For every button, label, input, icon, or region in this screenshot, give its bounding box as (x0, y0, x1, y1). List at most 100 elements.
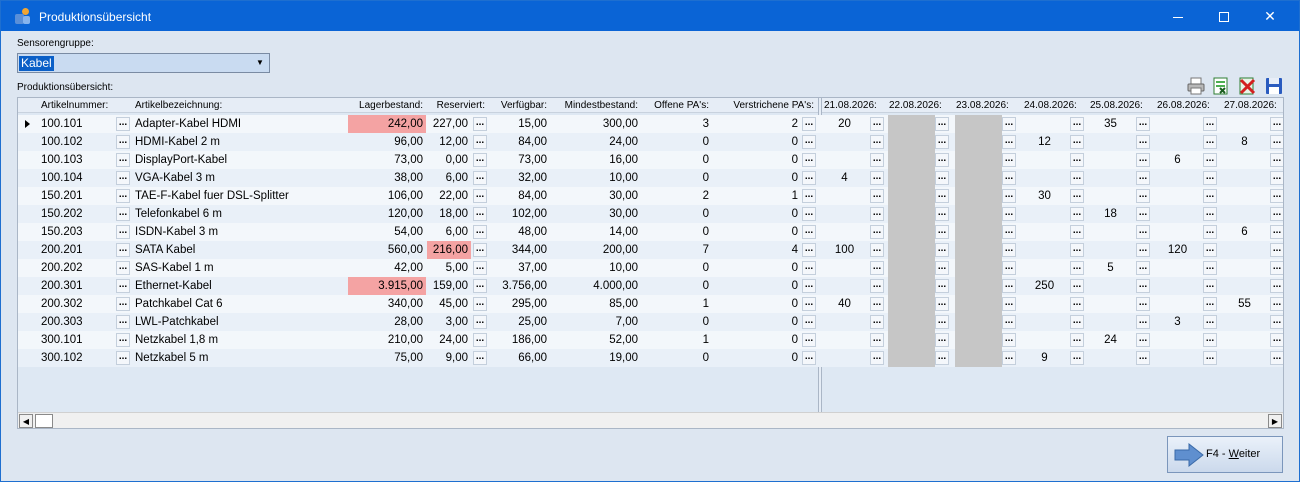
ellipsis-button[interactable]: ... (1070, 279, 1084, 293)
ellipsis-button[interactable]: ... (1002, 315, 1016, 329)
ellipsis-button[interactable]: ... (1270, 315, 1283, 329)
ellipsis-button[interactable]: ... (1203, 333, 1217, 347)
ellipsis-button[interactable]: ... (473, 351, 487, 365)
ellipsis-button[interactable]: ... (1070, 297, 1084, 311)
ellipsis-button[interactable]: ... (935, 279, 949, 293)
ellipsis-button[interactable]: ... (473, 117, 487, 131)
ellipsis-button[interactable]: ... (1203, 153, 1217, 167)
ellipsis-button[interactable]: ... (1070, 189, 1084, 203)
print-icon[interactable] (1187, 77, 1205, 95)
ellipsis-button[interactable]: ... (870, 261, 884, 275)
ellipsis-button[interactable]: ... (870, 153, 884, 167)
ellipsis-button[interactable]: ... (473, 261, 487, 275)
ellipsis-button[interactable]: ... (1203, 207, 1217, 221)
table-row[interactable]: 100.103... DisplayPort-Kabel 73,00 0,00... 7… (18, 151, 1283, 169)
ellipsis-button[interactable]: ... (1002, 279, 1016, 293)
ellipsis-button[interactable]: ... (1136, 117, 1150, 131)
ellipsis-button[interactable]: ... (935, 117, 949, 131)
ellipsis-button[interactable]: ... (802, 135, 816, 149)
ellipsis-button[interactable]: ... (1070, 333, 1084, 347)
ellipsis-button[interactable]: ... (116, 297, 130, 311)
ellipsis-button[interactable]: ... (802, 261, 816, 275)
ellipsis-button[interactable]: ... (802, 297, 816, 311)
table-row[interactable]: 150.202... Telefonkabel 6 m 120,00 18,00...… (18, 205, 1283, 223)
ellipsis-button[interactable]: ... (935, 153, 949, 167)
table-row[interactable]: 300.102... Netzkabel 5 m 75,00 9,00... 66,00… (18, 349, 1283, 367)
column-header[interactable]: Verfügbar: (500, 100, 547, 111)
table-row[interactable]: 200.201... SATA Kabel 560,00 216,00... 344,0… (18, 241, 1283, 259)
ellipsis-button[interactable]: ... (1203, 351, 1217, 365)
ellipsis-button[interactable]: ... (1070, 225, 1084, 239)
scroll-thumb[interactable] (35, 414, 53, 428)
ellipsis-button[interactable]: ... (802, 225, 816, 239)
ellipsis-button[interactable]: ... (473, 135, 487, 149)
ellipsis-button[interactable]: ... (473, 315, 487, 329)
ellipsis-button[interactable]: ... (1136, 351, 1150, 365)
ellipsis-button[interactable]: ... (802, 279, 816, 293)
ellipsis-button[interactable]: ... (1136, 261, 1150, 275)
ellipsis-button[interactable]: ... (1070, 171, 1084, 185)
table-row[interactable]: 200.302... Patchkabel Cat 6 340,00 45,00...… (18, 295, 1283, 313)
ellipsis-button[interactable]: ... (1270, 351, 1283, 365)
ellipsis-button[interactable]: ... (870, 189, 884, 203)
ellipsis-button[interactable]: ... (1203, 117, 1217, 131)
date-column-header[interactable]: 21.08.2026: (824, 100, 877, 111)
ellipsis-button[interactable]: ... (802, 333, 816, 347)
ellipsis-button[interactable]: ... (802, 189, 816, 203)
ellipsis-button[interactable]: ... (935, 333, 949, 347)
ellipsis-button[interactable]: ... (1203, 189, 1217, 203)
close-button[interactable]: ✕ (1247, 1, 1293, 31)
ellipsis-button[interactable]: ... (802, 243, 816, 257)
excel-delete-icon[interactable] (1238, 77, 1256, 95)
ellipsis-button[interactable]: ... (802, 171, 816, 185)
ellipsis-button[interactable]: ... (935, 171, 949, 185)
ellipsis-button[interactable]: ... (1270, 207, 1283, 221)
ellipsis-button[interactable]: ... (935, 189, 949, 203)
ellipsis-button[interactable]: ... (1002, 351, 1016, 365)
ellipsis-button[interactable]: ... (1270, 333, 1283, 347)
ellipsis-button[interactable]: ... (1070, 261, 1084, 275)
ellipsis-button[interactable]: ... (1270, 135, 1283, 149)
ellipsis-button[interactable]: ... (473, 297, 487, 311)
ellipsis-button[interactable]: ... (1136, 279, 1150, 293)
chevron-down-icon[interactable]: ▼ (256, 58, 264, 67)
ellipsis-button[interactable]: ... (116, 117, 130, 131)
ellipsis-button[interactable]: ... (1070, 207, 1084, 221)
ellipsis-button[interactable]: ... (116, 351, 130, 365)
ellipsis-button[interactable]: ... (1136, 207, 1150, 221)
scroll-left-icon[interactable]: ◀ (19, 414, 33, 428)
save-icon[interactable] (1265, 77, 1283, 95)
ellipsis-button[interactable]: ... (473, 153, 487, 167)
ellipsis-button[interactable]: ... (1070, 135, 1084, 149)
column-header[interactable]: Lagerbestand: (359, 100, 423, 111)
ellipsis-button[interactable]: ... (870, 135, 884, 149)
ellipsis-button[interactable]: ... (1002, 261, 1016, 275)
ellipsis-button[interactable]: ... (935, 297, 949, 311)
ellipsis-button[interactable]: ... (935, 243, 949, 257)
ellipsis-button[interactable]: ... (116, 189, 130, 203)
ellipsis-button[interactable]: ... (1002, 225, 1016, 239)
ellipsis-button[interactable]: ... (1136, 135, 1150, 149)
table-row[interactable]: 150.201... TAE-F-Kabel fuer DSL-Splitter 1… (18, 187, 1283, 205)
ellipsis-button[interactable]: ... (870, 225, 884, 239)
ellipsis-button[interactable]: ... (116, 171, 130, 185)
ellipsis-button[interactable]: ... (1136, 297, 1150, 311)
ellipsis-button[interactable]: ... (870, 243, 884, 257)
ellipsis-button[interactable]: ... (935, 135, 949, 149)
ellipsis-button[interactable]: ... (473, 171, 487, 185)
ellipsis-button[interactable]: ... (1136, 225, 1150, 239)
ellipsis-button[interactable]: ... (1070, 243, 1084, 257)
ellipsis-button[interactable]: ... (1203, 243, 1217, 257)
table-row[interactable]: 200.301... Ethernet-Kabel 3.915,00 159,00..… (18, 277, 1283, 295)
ellipsis-button[interactable]: ... (1136, 243, 1150, 257)
ellipsis-button[interactable]: ... (116, 225, 130, 239)
ellipsis-button[interactable]: ... (1136, 171, 1150, 185)
column-header[interactable]: Mindestbestand: (564, 100, 638, 111)
excel-export-icon[interactable] (1212, 77, 1230, 95)
ellipsis-button[interactable]: ... (116, 153, 130, 167)
ellipsis-button[interactable]: ... (116, 243, 130, 257)
ellipsis-button[interactable]: ... (1270, 171, 1283, 185)
next-button[interactable]: F4 - Weiter (1167, 436, 1283, 473)
ellipsis-button[interactable]: ... (1270, 225, 1283, 239)
ellipsis-button[interactable]: ... (116, 279, 130, 293)
